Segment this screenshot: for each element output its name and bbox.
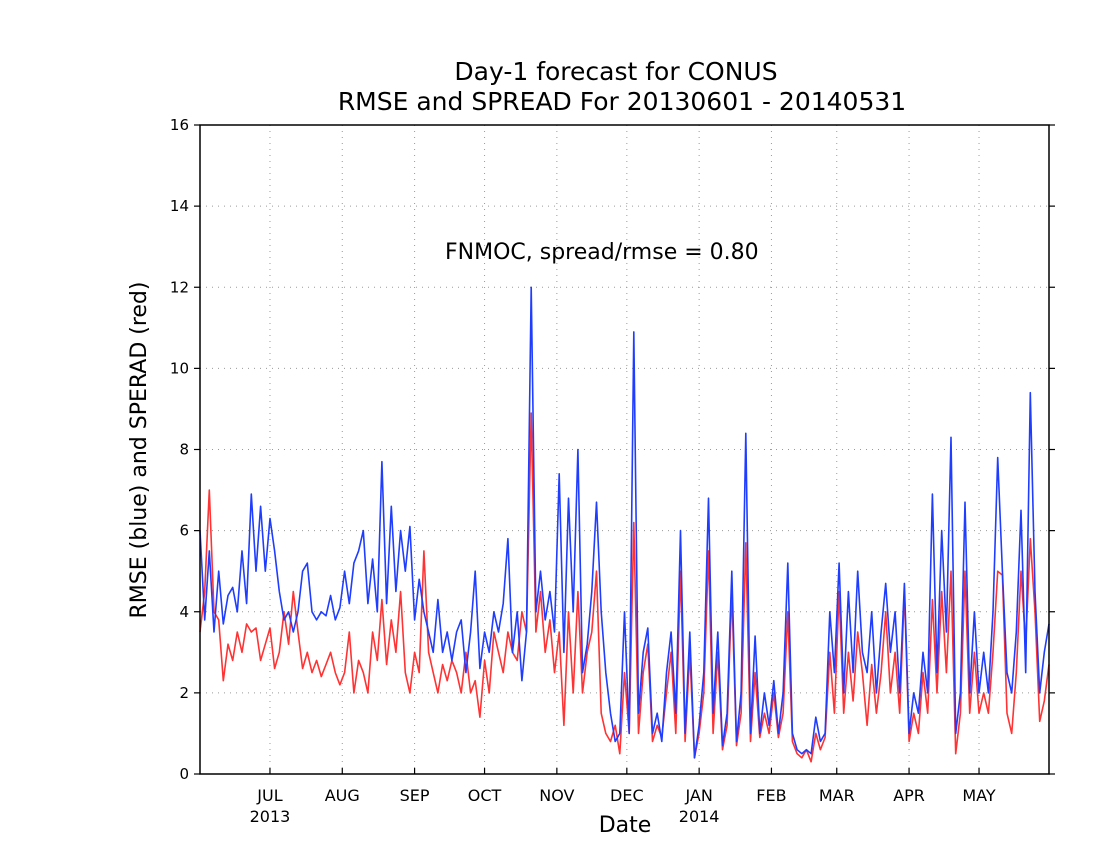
- x-tick-label: NOV: [539, 786, 574, 805]
- x-tick-label: AUG: [325, 786, 360, 805]
- y-tick-label: 2: [179, 684, 189, 702]
- x-tick-year-label: 2014: [679, 807, 720, 826]
- x-tick-label: APR: [893, 786, 925, 805]
- y-axis: 0 2 4 6 8 10 12 14 16: [170, 116, 1055, 783]
- y-tick-label: 16: [170, 116, 189, 134]
- y-tick-label: 4: [179, 603, 189, 621]
- y-tick-label: 8: [179, 441, 189, 459]
- series-line-rmse: [199, 286, 1050, 759]
- y-tick-label: 6: [179, 522, 189, 540]
- series-line-spread: [199, 412, 1050, 763]
- series-group: [199, 286, 1050, 763]
- x-tick-year-label: 2013: [250, 807, 291, 826]
- y-axis-label: RMSE (blue) and SPERAD (red): [127, 282, 152, 619]
- x-tick-label: MAY: [962, 786, 996, 805]
- y-tick-label: 14: [170, 197, 189, 215]
- x-tick-label: JAN: [684, 786, 712, 805]
- x-tick-label: SEP: [400, 786, 430, 805]
- x-tick-label: FEB: [756, 786, 786, 805]
- y-tick-label: 10: [170, 359, 189, 377]
- x-tick-label: JUL: [256, 786, 282, 805]
- x-tick-label: DEC: [610, 786, 644, 805]
- chart-title: Day-1 forecast for CONUS: [454, 57, 777, 86]
- y-tick-label: 12: [170, 278, 189, 296]
- y-tick-label: 0: [179, 765, 189, 783]
- x-tick-label: MAR: [819, 786, 855, 805]
- x-tick-label: OCT: [468, 786, 502, 805]
- x-axis: JUL 2013 AUG SEP OCT NOV DEC JAN 2014 FEB MAR APR MA…: [250, 768, 996, 826]
- chart-subtitle: RMSE and SPREAD For 20130601 - 20140531: [338, 87, 906, 116]
- grid-lines: [200, 125, 1049, 774]
- x-axis-label: Date: [599, 813, 652, 838]
- annotation: FNMOC, spread/rmse = 0.80: [445, 240, 759, 265]
